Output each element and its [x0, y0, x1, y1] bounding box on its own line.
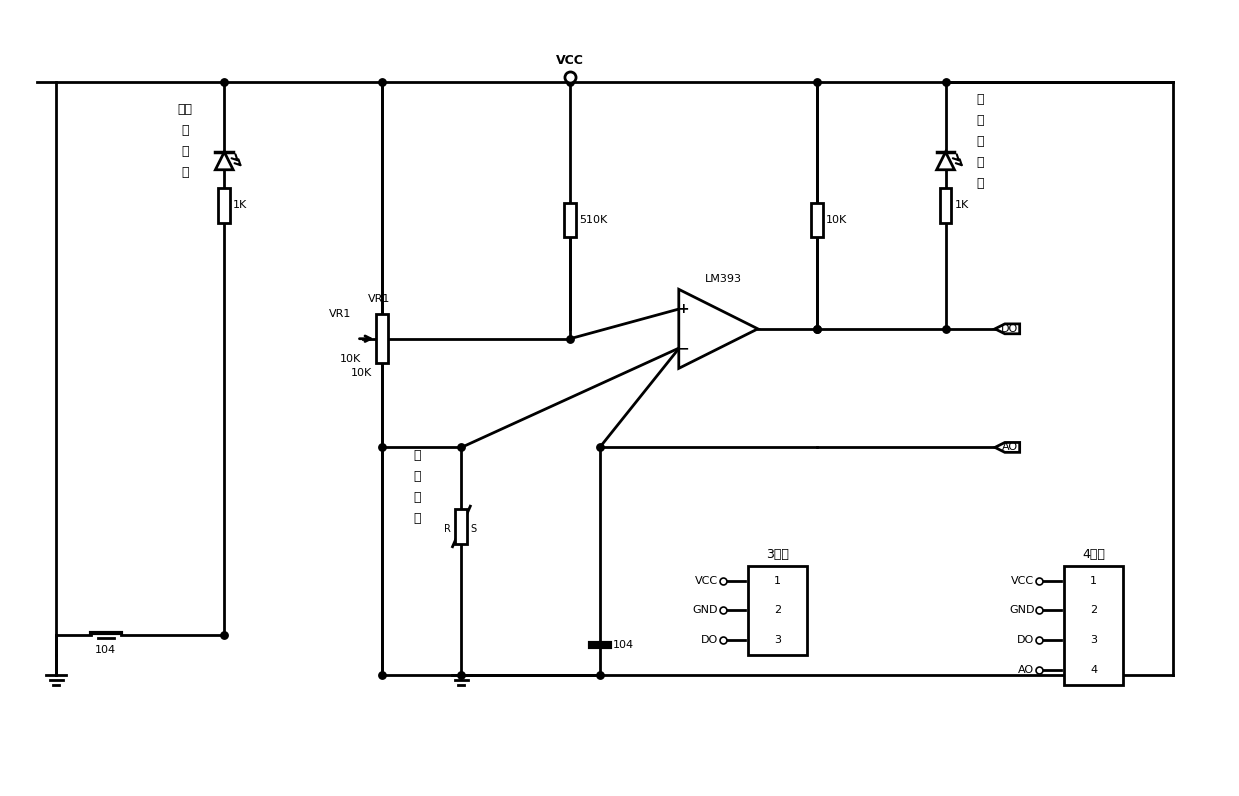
Text: 1: 1 — [774, 576, 781, 586]
Text: 1K: 1K — [954, 201, 969, 210]
Text: 湿
敏
电
阻: 湿 敏 电 阻 — [413, 449, 421, 525]
Bar — [564, 203, 576, 237]
Polygon shape — [679, 289, 758, 369]
Text: DO: DO — [1017, 635, 1035, 645]
Polygon shape — [216, 152, 233, 170]
Text: 3: 3 — [1090, 635, 1098, 645]
Text: AO: AO — [1001, 443, 1018, 452]
Text: VCC: VCC — [1011, 576, 1035, 586]
Text: VR1: VR1 — [330, 309, 352, 319]
Text: 510K: 510K — [579, 215, 607, 225]
Text: 4线制: 4线制 — [1083, 548, 1105, 561]
Text: 电源
指
示
灯: 电源 指 示 灯 — [177, 103, 192, 179]
Text: 2: 2 — [1090, 606, 1098, 615]
Bar — [748, 566, 808, 655]
Text: 3线制: 3线制 — [766, 548, 789, 561]
Polygon shape — [995, 324, 1020, 334]
Text: 3: 3 — [774, 635, 781, 645]
Text: 1K: 1K — [233, 201, 248, 210]
Text: R: R — [444, 525, 451, 534]
Bar — [377, 314, 388, 364]
Text: 2: 2 — [774, 606, 781, 615]
Text: 10K: 10K — [351, 369, 372, 378]
Polygon shape — [937, 152, 954, 170]
Text: 10K: 10K — [826, 215, 847, 225]
Text: DO: DO — [701, 635, 719, 645]
Text: GND: GND — [693, 606, 719, 615]
Text: VR1: VR1 — [368, 295, 390, 304]
Bar — [1064, 566, 1124, 685]
Text: AO: AO — [1018, 665, 1035, 675]
Text: S: S — [471, 525, 477, 534]
Text: 10K: 10K — [341, 353, 362, 364]
Text: LM393: LM393 — [705, 275, 742, 284]
Bar — [812, 203, 823, 237]
Text: VCC: VCC — [556, 54, 584, 67]
Text: GND: GND — [1009, 606, 1035, 615]
Text: DO: DO — [1001, 324, 1018, 334]
Text: −: − — [678, 341, 690, 356]
Text: VCC: VCC — [695, 576, 719, 586]
Bar — [939, 188, 952, 223]
Bar — [456, 509, 467, 544]
Text: 4: 4 — [1090, 665, 1098, 675]
Text: 104: 104 — [95, 645, 116, 655]
Text: 104: 104 — [612, 640, 633, 650]
Text: 1: 1 — [1090, 576, 1098, 586]
Bar — [218, 188, 230, 223]
Text: 信
号
指
示
灯: 信 号 指 示 灯 — [976, 92, 984, 189]
Text: +: + — [678, 302, 690, 316]
Polygon shape — [995, 443, 1020, 452]
